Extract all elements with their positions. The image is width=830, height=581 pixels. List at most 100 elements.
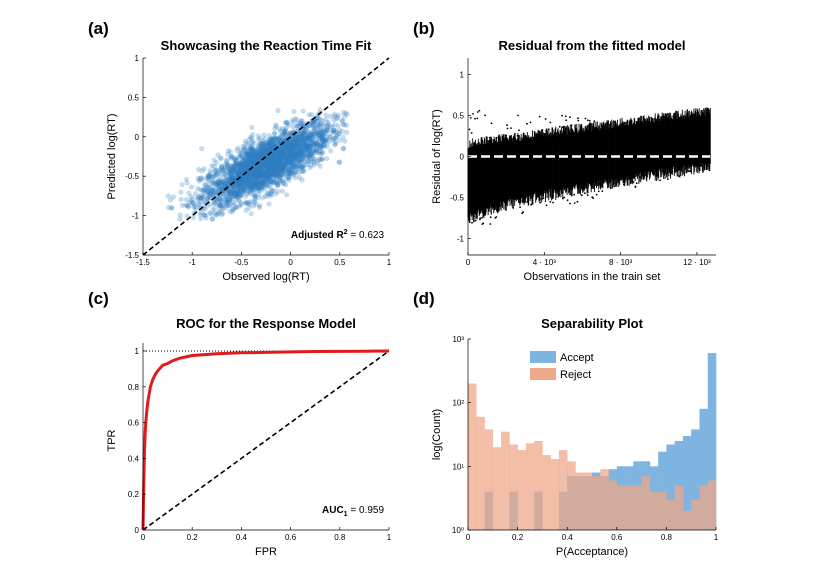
scatter-point (251, 157, 258, 163)
scatter-point (255, 152, 261, 158)
residual-outlier (572, 168, 574, 171)
scatter-point (275, 157, 281, 163)
residual-outlier (584, 178, 586, 180)
scatter-point (262, 159, 268, 165)
scatter-point (305, 134, 311, 140)
residual-outlier (695, 136, 698, 139)
scatter-point (255, 168, 261, 174)
scatter-point (270, 163, 276, 169)
scatter-point (297, 154, 303, 160)
residual-outlier (542, 197, 545, 200)
scatter-point (300, 155, 306, 161)
scatter-point (280, 150, 287, 156)
scatter-point (269, 161, 275, 167)
scatter-point (292, 146, 298, 152)
scatter-point (217, 206, 223, 212)
scatter-point (273, 162, 279, 168)
scatter-point (258, 169, 264, 175)
scatter-point (239, 166, 245, 172)
scatter-point (273, 171, 279, 177)
scatter-point (266, 164, 272, 170)
scatter-point (318, 129, 324, 135)
residual-outlier (477, 172, 480, 174)
scatter-point (253, 164, 259, 170)
r2-annotation: Adjusted R2 = 0.623 (291, 229, 385, 241)
scatter-point (259, 142, 265, 148)
residual-outlier (612, 137, 615, 139)
scatter-point (220, 202, 226, 208)
scatter-point (251, 180, 257, 187)
scatter-point (321, 138, 327, 144)
residual-outlier (506, 124, 508, 127)
scatter-point (233, 174, 239, 180)
scatter-point (272, 162, 279, 168)
scatter-point (211, 199, 217, 205)
scatter-point (207, 190, 213, 196)
scatter-point (228, 175, 234, 182)
scatter-point (282, 132, 288, 138)
scatter-point (320, 128, 326, 135)
scatter-point (331, 142, 338, 148)
scatter-point (302, 142, 308, 148)
scatter-point (212, 172, 218, 179)
scatter-point (251, 179, 257, 185)
scatter-point (227, 166, 233, 172)
scatter-point (244, 164, 250, 170)
scatter-point (239, 178, 245, 184)
scatter-point (282, 131, 288, 137)
scatter-point (283, 146, 289, 152)
scatter-point (232, 157, 238, 163)
scatter-point (280, 125, 286, 132)
y-tick-label: 0.2 (128, 490, 140, 499)
scatter-point (287, 141, 293, 147)
scatter-point (313, 115, 319, 121)
scatter-point (271, 156, 277, 162)
scatter-point (188, 198, 194, 204)
panel-label: (c) (88, 289, 109, 308)
residual-outlier (664, 139, 667, 142)
scatter-point (255, 168, 261, 174)
residual-outlier (484, 114, 486, 117)
residual-outlier (631, 153, 634, 156)
scatter-point (241, 167, 247, 174)
scatter-point (239, 153, 245, 160)
x-tick-label: -0.5 (235, 258, 249, 267)
scatter-point (246, 188, 252, 194)
scatter-point (261, 144, 267, 151)
scatter-point (289, 149, 295, 155)
scatter-point (266, 165, 272, 171)
x-tick-label: -1 (189, 258, 197, 267)
scatter-point (281, 157, 287, 163)
scatter-point (317, 144, 323, 150)
scatter-point (251, 175, 257, 181)
scatter-point (218, 185, 224, 191)
scatter-point (237, 192, 244, 198)
scatter-point (247, 176, 253, 182)
scatter-point (284, 144, 290, 150)
scatter-point (247, 148, 253, 154)
scatter-point (274, 160, 280, 166)
scatter-point (263, 141, 269, 147)
residual-outlier (565, 119, 568, 122)
scatter-point (253, 167, 259, 173)
scatter-point (220, 187, 226, 193)
scatter-point (239, 166, 245, 173)
scatter-point (248, 151, 254, 157)
scatter-point (261, 132, 267, 138)
scatter-point (256, 187, 262, 194)
scatter-point (297, 150, 303, 156)
scatter-point (268, 160, 274, 166)
scatter-point (291, 151, 297, 157)
scatter-point (265, 161, 271, 167)
residual-outlier (513, 166, 516, 169)
histogram-bar (691, 499, 700, 530)
scatter-point (234, 165, 240, 171)
scatter-point (290, 123, 296, 129)
scatter-point (268, 153, 274, 159)
scatter-point (317, 121, 323, 127)
scatter-point (239, 164, 245, 170)
scatter-point (278, 154, 284, 160)
scatter-point (243, 150, 249, 157)
residual-outlier (605, 143, 608, 146)
residual-outlier (623, 170, 626, 173)
